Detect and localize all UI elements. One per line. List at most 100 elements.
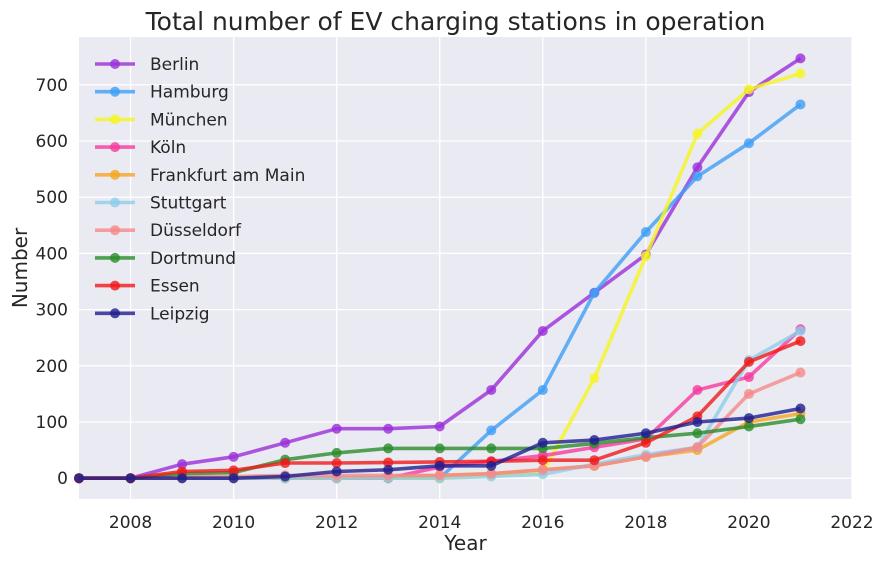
- data-point: [640, 437, 651, 448]
- data-point: [331, 423, 342, 434]
- legend-item: Berlin: [95, 55, 199, 75]
- data-point: [383, 443, 394, 454]
- data-point: [589, 455, 600, 466]
- data-point: [537, 325, 548, 336]
- data-point: [589, 434, 600, 445]
- data-point: [537, 455, 548, 466]
- legend-swatch-marker: [110, 280, 120, 291]
- data-point: [383, 457, 394, 468]
- data-point: [795, 68, 806, 79]
- x-tick-label: 2022: [830, 513, 873, 533]
- legend-label: Köln: [150, 138, 186, 158]
- data-point: [743, 356, 754, 367]
- legend-swatch-marker: [110, 169, 120, 180]
- data-point: [486, 468, 497, 479]
- data-point: [434, 443, 445, 454]
- data-point: [692, 128, 703, 139]
- series-layer: [74, 53, 806, 484]
- legend-item: Stuttgart: [95, 194, 227, 214]
- legend-label: Stuttgart: [150, 194, 227, 214]
- data-point: [795, 325, 806, 336]
- legend: Berlin Hamburg München Köln Frankfurt am Mai…: [95, 55, 305, 324]
- y-tick-label: 200: [36, 357, 68, 377]
- data-point: [640, 451, 651, 462]
- x-tick-label: 2018: [624, 513, 667, 533]
- legend-swatch-marker: [110, 114, 120, 125]
- data-point: [228, 465, 239, 476]
- data-point: [486, 443, 497, 454]
- legend-label: Berlin: [150, 55, 199, 75]
- x-axis-label: Year: [443, 531, 487, 555]
- data-point: [74, 473, 84, 484]
- data-point: [177, 459, 188, 470]
- series-leipzig: [74, 403, 806, 484]
- data-point: [331, 466, 342, 477]
- legend-item: Essen: [95, 277, 200, 297]
- data-point: [795, 403, 806, 414]
- data-point: [692, 417, 703, 427]
- legend-item: Köln: [95, 138, 186, 158]
- data-point: [640, 251, 651, 262]
- data-point: [486, 425, 497, 436]
- data-point: [743, 372, 754, 383]
- data-point: [383, 423, 394, 434]
- legend-swatch-marker: [110, 142, 120, 153]
- legend-item: Leipzig: [95, 304, 210, 324]
- legend-label: Essen: [150, 277, 200, 297]
- legend-swatch-marker: [110, 225, 120, 236]
- y-tick-label: 700: [36, 76, 68, 96]
- data-point: [795, 53, 806, 64]
- data-point: [280, 437, 291, 448]
- data-point: [331, 458, 342, 469]
- legend-label: Frankfurt am Main: [150, 166, 305, 186]
- data-point: [434, 470, 445, 481]
- data-point: [692, 428, 703, 439]
- data-point: [640, 428, 651, 439]
- data-point: [537, 384, 548, 395]
- data-point: [125, 473, 136, 484]
- data-point: [434, 460, 445, 471]
- x-tick-label: 2014: [418, 513, 461, 533]
- x-tick-label: 2008: [109, 513, 152, 533]
- data-point: [795, 336, 806, 347]
- legend-label: München: [150, 110, 228, 130]
- y-tick-label: 400: [36, 244, 68, 264]
- data-point: [331, 447, 342, 458]
- data-point: [383, 464, 394, 475]
- legend-swatch-marker: [110, 252, 120, 263]
- legend-swatch-marker: [110, 308, 120, 319]
- x-tick-label: 2012: [315, 513, 358, 533]
- legend-swatch-marker: [110, 86, 120, 97]
- data-point: [228, 451, 239, 462]
- legend-label: Hamburg: [150, 83, 229, 103]
- legend-item: Düsseldorf: [95, 221, 242, 241]
- chart-title: Total number of EV charging stations in …: [145, 7, 766, 36]
- data-point: [743, 388, 754, 399]
- legend-label: Düsseldorf: [150, 221, 242, 241]
- data-point: [434, 421, 445, 432]
- data-point: [692, 171, 703, 182]
- data-point: [589, 287, 600, 298]
- axes: 2008 2010 2012 2014 2016 2018 2020 2022 0 100 200 3…: [36, 76, 874, 533]
- legend-item: Frankfurt am Main: [95, 166, 305, 186]
- data-point: [537, 437, 548, 448]
- data-point: [692, 384, 703, 395]
- data-point: [177, 473, 188, 484]
- x-tick-label: 2010: [212, 513, 255, 533]
- data-point: [692, 442, 703, 453]
- data-point: [692, 162, 703, 173]
- y-tick-label: 300: [36, 301, 68, 321]
- legend-swatch-marker: [110, 59, 120, 69]
- data-point: [228, 473, 239, 484]
- data-point: [795, 367, 806, 378]
- data-point: [280, 471, 291, 482]
- legend-item: Hamburg: [95, 83, 229, 103]
- y-tick-label: 600: [36, 132, 68, 152]
- data-point: [743, 413, 754, 424]
- legend-label: Leipzig: [150, 304, 210, 324]
- data-point: [743, 421, 754, 432]
- data-point: [486, 460, 497, 471]
- data-point: [743, 138, 754, 149]
